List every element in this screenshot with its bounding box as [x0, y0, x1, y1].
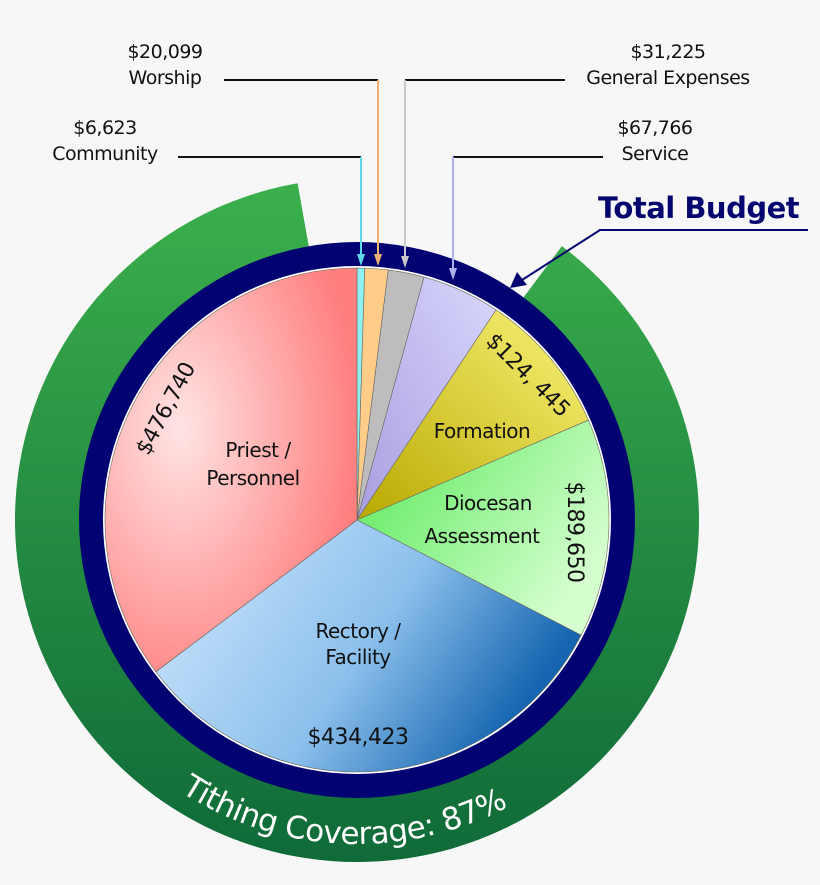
category-label: Service	[622, 143, 689, 165]
value-label: $67,766	[617, 117, 692, 139]
value-label: $20,099	[127, 41, 202, 63]
slice-priest-personnel	[104, 267, 358, 673]
category-label: Formation	[434, 419, 530, 443]
category-label: Personnel	[206, 466, 299, 490]
arrow-icon	[510, 272, 527, 288]
value-label: $6,623	[73, 117, 136, 139]
category-label: General Expenses	[586, 67, 749, 89]
arrow-icon	[401, 256, 409, 268]
arrow-icon	[449, 268, 457, 280]
value-label: $434,423	[308, 725, 409, 750]
value-label: $189,650	[562, 482, 587, 583]
category-label: Assessment	[425, 524, 541, 548]
category-label: Facility	[325, 645, 391, 669]
slice-diocesan-assessment	[356, 419, 610, 636]
arrow-icon	[357, 254, 365, 266]
slice-formation	[356, 309, 589, 521]
category-label: Rectory /	[315, 619, 401, 643]
value-label: $31,225	[630, 41, 705, 63]
leader-line	[521, 229, 808, 281]
category-label: Community	[52, 143, 158, 165]
arrow-icon	[374, 254, 382, 266]
category-label: Diocesan	[444, 491, 532, 515]
total-budget-label: Total Budget	[598, 191, 800, 225]
slice-rectory-facility	[155, 519, 582, 773]
category-label: Worship	[129, 67, 202, 89]
category-label: Priest /	[225, 438, 291, 462]
